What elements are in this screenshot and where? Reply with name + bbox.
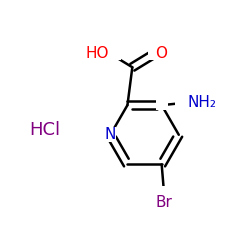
- Text: HO: HO: [86, 46, 109, 61]
- Bar: [99, 48, 121, 60]
- Bar: [148, 48, 160, 60]
- Text: Br: Br: [156, 195, 172, 210]
- Bar: [104, 128, 117, 142]
- Text: NH₂: NH₂: [187, 95, 216, 110]
- Bar: [156, 100, 168, 110]
- Text: O: O: [156, 46, 168, 61]
- Text: HCl: HCl: [29, 121, 60, 139]
- Bar: [175, 96, 197, 109]
- Bar: [156, 186, 173, 201]
- Text: N: N: [105, 127, 116, 142]
